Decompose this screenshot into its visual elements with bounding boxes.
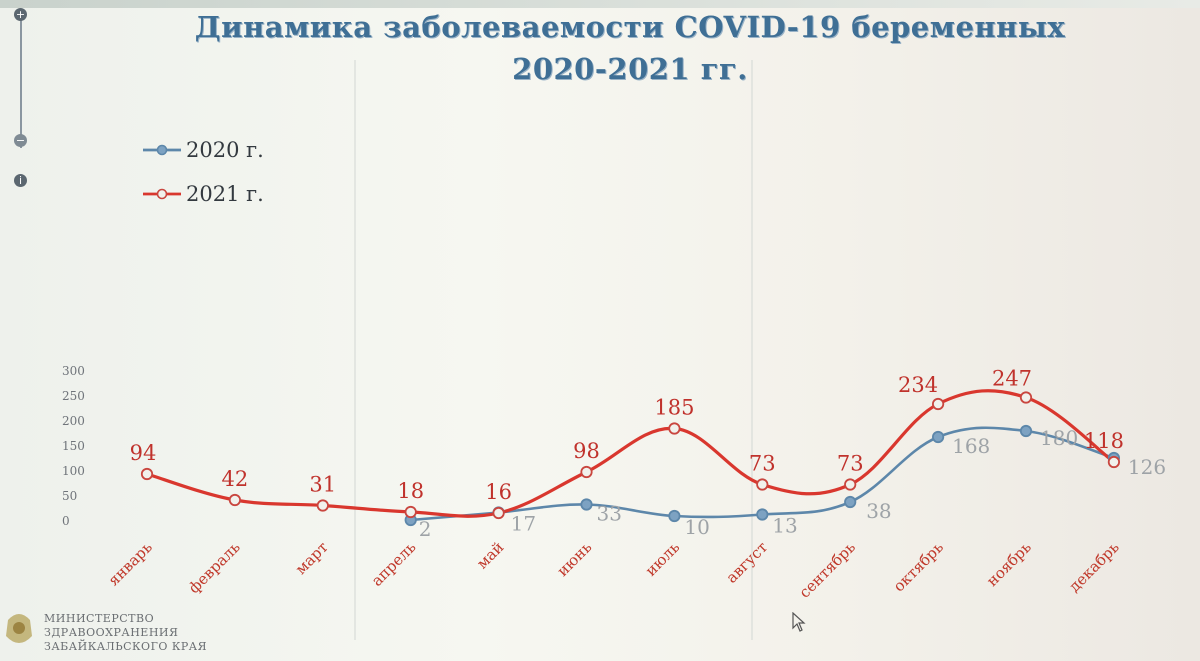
data-point (756, 478, 769, 491)
data-label: 33 (597, 502, 622, 526)
data-label: 16 (485, 480, 512, 504)
data-label: 185 (654, 396, 694, 420)
data-point (492, 506, 505, 520)
data-label: 13 (772, 514, 797, 538)
data-label: 126 (1128, 455, 1166, 479)
data-labels: 2 17 33 10 13 38 168 180 126 94 42 31 18 16 98 185 73 73 2… (130, 367, 1166, 542)
data-point (844, 495, 857, 509)
data-point (668, 422, 681, 435)
data-point (404, 505, 417, 519)
x-tick-label: декабрь (1065, 538, 1122, 595)
data-point (580, 498, 593, 511)
y-tick-label: 150 (62, 439, 85, 453)
data-label: 2 (419, 517, 432, 541)
data-label: 180 (1040, 426, 1078, 450)
data-point (1019, 391, 1033, 404)
legend-label: 2021 г. (186, 182, 264, 206)
info-icon[interactable]: i (14, 174, 27, 187)
x-tick-label: ноябрь (983, 538, 1035, 590)
x-tick-label: июль (642, 538, 684, 580)
data-label: 18 (397, 479, 424, 503)
data-label: 73 (837, 452, 864, 476)
data-point (228, 493, 241, 507)
x-tick-label: март (292, 538, 332, 578)
zoom-in-icon[interactable]: + (14, 8, 27, 21)
zoom-control[interactable]: + − i (14, 8, 28, 198)
x-tick-label: июнь (553, 538, 595, 580)
ministry-emblem-icon (6, 614, 32, 643)
y-axis: 0 50 100 150 200 250 300 (62, 364, 85, 528)
x-axis-labels: январь февраль март апрель май июнь июль август… (104, 538, 1122, 602)
chart-title: Динамика заболеваемости COVID-19 беремен… (120, 6, 1140, 90)
data-label: 234 (898, 373, 938, 397)
x-tick-label: сентябрь (795, 538, 859, 602)
data-point (1107, 455, 1121, 469)
y-tick-label: 200 (62, 414, 85, 428)
data-point (140, 467, 154, 481)
x-tick-label: октябрь (890, 538, 947, 595)
legend-label: 2020 г. (186, 138, 264, 162)
x-tick-label: август (722, 538, 771, 587)
x-tick-label: февраль (185, 538, 244, 597)
y-tick-label: 100 (62, 464, 85, 478)
data-point (668, 509, 681, 523)
data-label: 31 (309, 473, 336, 497)
zoom-out-icon[interactable]: − (14, 134, 27, 147)
x-tick-label: апрель (368, 538, 420, 590)
y-tick-label: 0 (62, 514, 70, 528)
zoom-slider-track[interactable] (20, 20, 22, 148)
x-tick-label: май (473, 538, 507, 572)
chart-subtitle: 2020-2021 гг. (512, 52, 748, 86)
legend: 2020 г. 2021 г. (143, 138, 264, 206)
data-label: 247 (992, 367, 1032, 391)
y-tick-label: 300 (62, 364, 85, 378)
ministry-line2: ЗДРАВООХРАНЕНИЯ (44, 626, 179, 639)
data-label: 168 (952, 434, 990, 458)
y-tick-label: 250 (62, 389, 85, 403)
y-tick-label: 50 (62, 489, 77, 503)
ministry-line1: МИНИСТЕРСТВО (44, 612, 155, 625)
mouse-cursor-icon (792, 612, 806, 632)
data-label: 118 (1084, 429, 1124, 453)
data-point (844, 478, 857, 491)
chart-title-line1: Динамика заболеваемости COVID-19 беремен… (194, 10, 1066, 44)
series-points (140, 391, 1121, 527)
ministry-line3: ЗАБАЙКАЛЬСКОГО КРАЯ (44, 640, 208, 653)
data-label: 94 (130, 441, 157, 465)
data-label: 17 (511, 512, 536, 536)
data-label: 38 (866, 499, 891, 523)
data-label: 98 (573, 439, 600, 463)
divider-lines (354, 60, 753, 640)
data-point (1019, 424, 1033, 438)
data-label: 42 (222, 467, 249, 491)
legend-marker (156, 188, 168, 200)
ministry-caption: МИНИСТЕРСТВО ЗДРАВООХРАНЕНИЯ ЗАБАЙКАЛЬСК… (44, 612, 274, 654)
data-label: 73 (749, 452, 776, 476)
data-point (931, 397, 945, 411)
data-point (580, 465, 593, 479)
top-strip (0, 0, 1200, 8)
legend-marker (156, 144, 168, 156)
data-label: 10 (684, 515, 709, 539)
data-point (931, 430, 945, 444)
x-tick-label: январь (104, 538, 155, 589)
data-point (756, 508, 769, 521)
data-point (316, 499, 329, 512)
